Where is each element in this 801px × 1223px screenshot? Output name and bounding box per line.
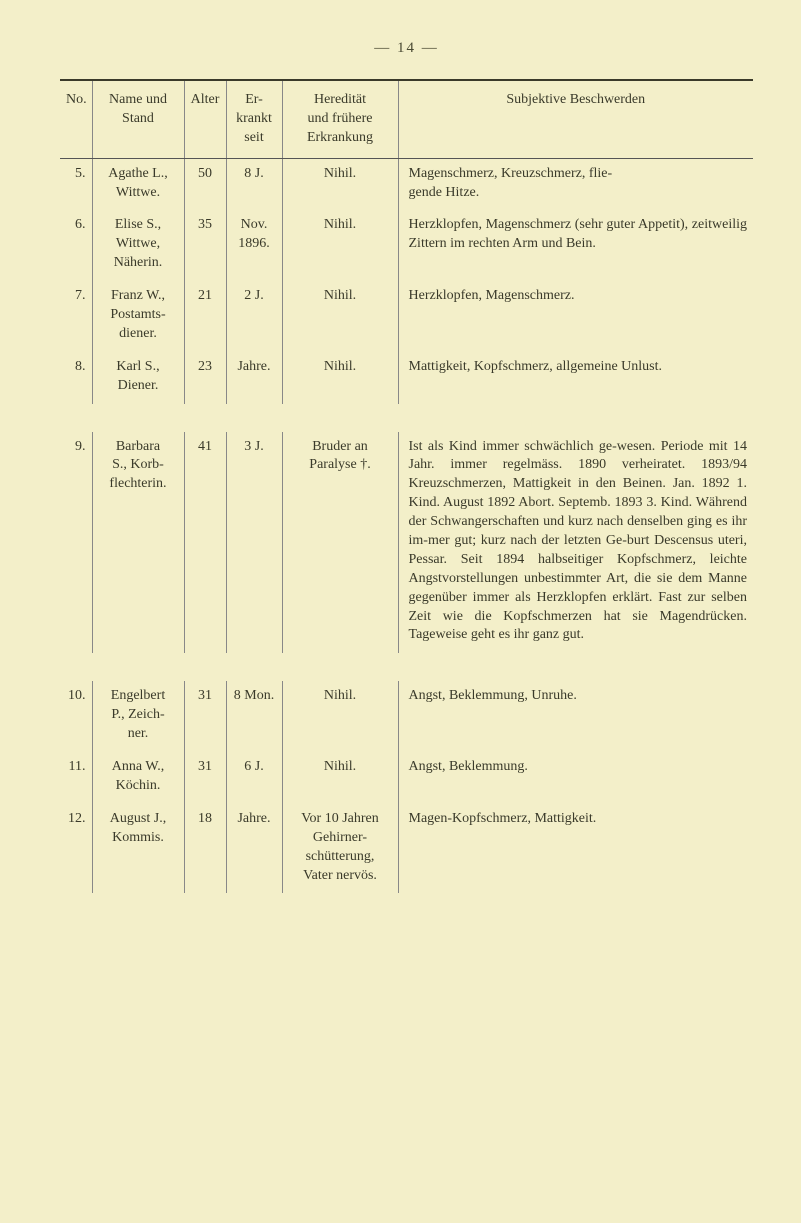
cell-hereditaet: Nihil. bbox=[282, 281, 398, 352]
header-row: No. Name und Stand Alter Er-kranktseit H… bbox=[60, 80, 753, 158]
table-row: 5.Agathe L.,Wittwe.508 J.Nihil.Magenschm… bbox=[60, 158, 753, 210]
cell-no: 11. bbox=[60, 752, 92, 804]
cell-erkrankt: Nov.1896. bbox=[226, 210, 282, 281]
cell-subjektiv: Herzklopfen, Magenschmerz (sehr guter Ap… bbox=[398, 210, 753, 281]
row-spacer bbox=[60, 653, 753, 681]
cell-subjektiv: Herzklopfen, Magenschmerz. bbox=[398, 281, 753, 352]
cell-subjektiv: Magen-Kopfschmerz, Mattigkeit. bbox=[398, 804, 753, 894]
cell-name: Elise S.,Wittwe,Näherin. bbox=[92, 210, 184, 281]
cell-alter: 41 bbox=[184, 432, 226, 654]
cell-subjektiv: Angst, Beklemmung, Unruhe. bbox=[398, 681, 753, 752]
cell-alter: 31 bbox=[184, 752, 226, 804]
cell-name: Anna W.,Köchin. bbox=[92, 752, 184, 804]
cell-alter: 50 bbox=[184, 158, 226, 210]
cell-hereditaet: Vor 10 JahrenGehirner-schütterung,Vater … bbox=[282, 804, 398, 894]
cell-no: 12. bbox=[60, 804, 92, 894]
header-alter: Alter bbox=[184, 80, 226, 158]
cell-no: 10. bbox=[60, 681, 92, 752]
cell-hereditaet: Nihil. bbox=[282, 210, 398, 281]
cell-erkrankt: 6 J. bbox=[226, 752, 282, 804]
cell-erkrankt: 3 J. bbox=[226, 432, 282, 654]
cell-hereditaet: Nihil. bbox=[282, 752, 398, 804]
page-number: — 14 — bbox=[60, 40, 753, 57]
cell-name: Franz W.,Postamts-diener. bbox=[92, 281, 184, 352]
cell-alter: 21 bbox=[184, 281, 226, 352]
row-spacer bbox=[60, 404, 753, 432]
case-table: No. Name und Stand Alter Er-kranktseit H… bbox=[60, 79, 753, 893]
page: — 14 — No. Name und Stand Alter Er-krank… bbox=[0, 0, 801, 1223]
cell-hereditaet: Nihil. bbox=[282, 352, 398, 404]
cell-alter: 23 bbox=[184, 352, 226, 404]
cell-no: 6. bbox=[60, 210, 92, 281]
table-row: 11.Anna W.,Köchin.316 J.Nihil.Angst, Bek… bbox=[60, 752, 753, 804]
header-erkrankt: Er-kranktseit bbox=[226, 80, 282, 158]
table-row: 12.August J.,Kommis.18Jahre.Vor 10 Jahre… bbox=[60, 804, 753, 894]
cell-erkrankt: Jahre. bbox=[226, 352, 282, 404]
cell-alter: 31 bbox=[184, 681, 226, 752]
cell-erkrankt: 2 J. bbox=[226, 281, 282, 352]
header-subjektiv: Subjektive Beschwerden bbox=[398, 80, 753, 158]
cell-no: 9. bbox=[60, 432, 92, 654]
table-row: 10.EngelbertP., Zeich-ner.318 Mon.Nihil.… bbox=[60, 681, 753, 752]
cell-subjektiv: Mattigkeit, Kopfschmerz, allgemeine Unlu… bbox=[398, 352, 753, 404]
cell-name: August J.,Kommis. bbox=[92, 804, 184, 894]
cell-hereditaet: Bruder anParalyse †. bbox=[282, 432, 398, 654]
header-hereditaet: Hereditätund frühereErkrankung bbox=[282, 80, 398, 158]
table-row: 7.Franz W.,Postamts-diener.212 J.Nihil.H… bbox=[60, 281, 753, 352]
cell-alter: 35 bbox=[184, 210, 226, 281]
cell-erkrankt: Jahre. bbox=[226, 804, 282, 894]
cell-name: Agathe L.,Wittwe. bbox=[92, 158, 184, 210]
cell-subjektiv: Angst, Beklemmung. bbox=[398, 752, 753, 804]
cell-name: Karl S.,Diener. bbox=[92, 352, 184, 404]
table-row: 6.Elise S.,Wittwe,Näherin.35Nov.1896.Nih… bbox=[60, 210, 753, 281]
cell-hereditaet: Nihil. bbox=[282, 158, 398, 210]
table-row: 8.Karl S.,Diener.23Jahre.Nihil.Mattigkei… bbox=[60, 352, 753, 404]
table-row: 9.BarbaraS., Korb-flechterin.413 J.Brude… bbox=[60, 432, 753, 654]
cell-no: 5. bbox=[60, 158, 92, 210]
cell-name: BarbaraS., Korb-flechterin. bbox=[92, 432, 184, 654]
cell-subjektiv: Ist als Kind immer schwächlich ge-wesen.… bbox=[398, 432, 753, 654]
cell-no: 8. bbox=[60, 352, 92, 404]
cell-subjektiv: Magenschmerz, Kreuzschmerz, flie-gende H… bbox=[398, 158, 753, 210]
header-no: No. bbox=[60, 80, 92, 158]
cell-erkrankt: 8 J. bbox=[226, 158, 282, 210]
cell-erkrankt: 8 Mon. bbox=[226, 681, 282, 752]
cell-hereditaet: Nihil. bbox=[282, 681, 398, 752]
cell-alter: 18 bbox=[184, 804, 226, 894]
cell-no: 7. bbox=[60, 281, 92, 352]
cell-name: EngelbertP., Zeich-ner. bbox=[92, 681, 184, 752]
header-name: Name und Stand bbox=[92, 80, 184, 158]
